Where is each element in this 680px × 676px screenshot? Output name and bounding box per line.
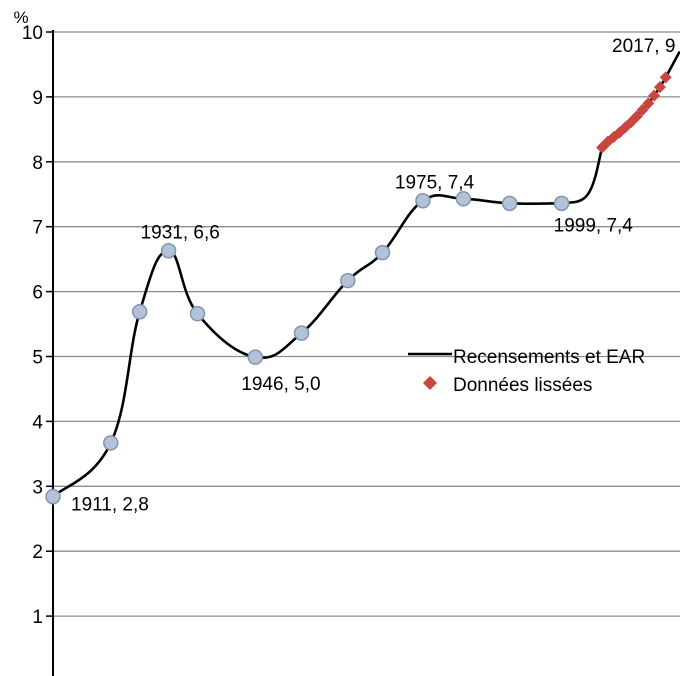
annotation-2017: 2017, 9 <box>612 36 675 57</box>
y-tick-label: 2 <box>32 542 43 563</box>
smoothed-point-2013 <box>636 103 649 116</box>
annotation-1931: 1931, 6,6 <box>141 223 220 244</box>
smoothed-point-2017 <box>659 71 672 84</box>
data-point-1999 <box>553 195 570 212</box>
data-point-1954 <box>293 325 310 341</box>
smoothed-points <box>596 71 672 154</box>
y-tick-labels: 1 2 3 4 5 6 7 8 9 10 <box>22 23 53 628</box>
smoothed-point-2014 <box>642 97 655 110</box>
gridlines <box>53 31 680 617</box>
annotation-1975: 1975, 7,4 <box>395 173 475 194</box>
y-tick-label: 1 <box>32 607 43 628</box>
smoothed-point-2015 <box>648 89 661 102</box>
legend-label-donnees-lissees: Données lissées <box>453 375 592 396</box>
y-tick-label: 3 <box>32 477 43 498</box>
y-unit-label: % <box>13 8 28 27</box>
data-point-1921 <box>103 435 119 451</box>
data-annotations: 1911, 2,8 1931, 6,6 1946, 5,0 1975, 7,4 1999… <box>71 36 675 516</box>
annotation-1999: 1999, 7,4 <box>554 215 634 236</box>
data-point-1946 <box>247 349 264 365</box>
y-tick-label: 6 <box>32 283 43 304</box>
y-tick-label: 10 <box>22 23 43 44</box>
smoothed-point-2012 <box>630 110 643 123</box>
y-tick-label: 9 <box>32 88 43 109</box>
series-line-recensements <box>52 193 562 498</box>
data-point-1936 <box>189 305 206 322</box>
y-tick-label: 4 <box>32 412 43 433</box>
legend: Recensements et EAR Données lissées <box>408 347 645 396</box>
legend-diamond-symbol <box>423 376 437 390</box>
y-tick-label: 7 <box>32 218 43 239</box>
y-tick-label: 8 <box>32 153 43 174</box>
data-point-1968 <box>374 244 391 261</box>
series-points <box>45 191 570 505</box>
data-point-1990 <box>501 195 518 212</box>
y-tick-label: 5 <box>32 348 43 369</box>
legend-label-recensements: Recensements et EAR <box>453 347 645 368</box>
annotation-1911: 1911, 2,8 <box>71 495 149 516</box>
data-point-1926 <box>131 303 148 320</box>
data-point-1911 <box>45 488 61 505</box>
data-point-1975 <box>415 192 431 209</box>
smoothed-point-2016 <box>653 81 666 94</box>
data-point-1962 <box>340 272 356 289</box>
annotation-1946: 1946, 5,0 <box>241 374 320 395</box>
data-point-1982 <box>455 191 472 207</box>
data-point-1931 <box>160 242 177 259</box>
